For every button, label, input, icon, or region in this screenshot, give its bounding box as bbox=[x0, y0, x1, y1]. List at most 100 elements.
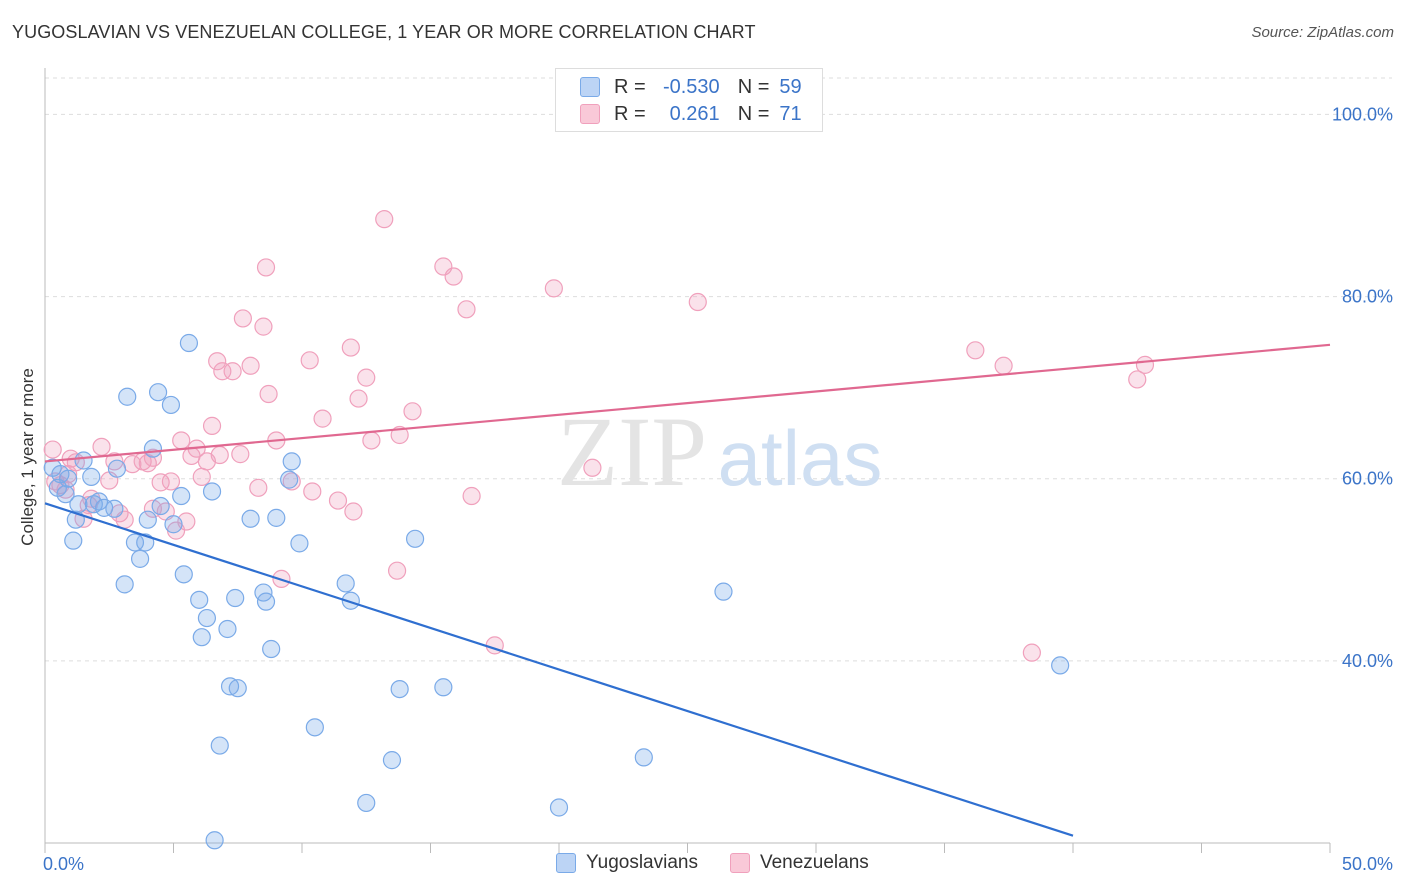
legend-label: Venezuelans bbox=[759, 852, 869, 873]
point-yugoslavians bbox=[305, 718, 324, 737]
watermark-zip: ZIP bbox=[557, 396, 707, 507]
point-venezuelans bbox=[143, 448, 163, 467]
point-yugoslavians bbox=[218, 619, 237, 639]
point-venezuelans bbox=[254, 317, 273, 336]
point-venezuelans bbox=[43, 440, 62, 459]
point-venezuelans bbox=[92, 437, 111, 456]
point-venezuelans bbox=[583, 458, 602, 477]
point-yugoslavians bbox=[390, 679, 409, 699]
point-venezuelans bbox=[233, 309, 252, 328]
point-venezuelans bbox=[259, 384, 278, 404]
point-yugoslavians bbox=[228, 679, 247, 698]
x-tick-label: 50.0% bbox=[1342, 854, 1393, 874]
point-yugoslavians bbox=[125, 533, 145, 552]
point-yugoslavians bbox=[267, 508, 286, 527]
y-tick-label: 40.0% bbox=[1342, 651, 1393, 671]
point-yugoslavians bbox=[197, 608, 217, 628]
n-label: N = bbox=[737, 75, 770, 98]
point-venezuelans bbox=[362, 431, 381, 450]
series-venezuelans bbox=[43, 210, 1155, 662]
point-yugoslavians bbox=[336, 574, 355, 593]
point-venezuelans bbox=[357, 368, 376, 387]
watermark: ZIP atlas bbox=[557, 396, 882, 507]
point-yugoslavians bbox=[190, 590, 209, 609]
point-venezuelans bbox=[192, 467, 211, 486]
yugoslavians-swatch bbox=[580, 77, 600, 97]
point-venezuelans bbox=[341, 338, 360, 357]
point-yugoslavians bbox=[262, 639, 281, 659]
point-venezuelans bbox=[241, 356, 260, 375]
point-venezuelans bbox=[249, 478, 268, 497]
r-label: R = bbox=[614, 102, 646, 125]
legend-item-yugoslavians[interactable]: Yugoslavians bbox=[556, 852, 698, 874]
point-venezuelans bbox=[210, 445, 229, 465]
point-yugoslavians bbox=[341, 591, 360, 610]
point-yugoslavians bbox=[434, 678, 453, 697]
point-yugoslavians bbox=[549, 798, 569, 817]
point-yugoslavians bbox=[130, 549, 150, 568]
n-value: 59 bbox=[779, 75, 802, 98]
point-yugoslavians bbox=[138, 510, 157, 529]
point-yugoslavians bbox=[151, 496, 170, 516]
point-venezuelans bbox=[105, 452, 124, 471]
series-legend: Yugoslavians Venezuelans bbox=[556, 852, 901, 874]
venezuelans-swatch bbox=[729, 853, 750, 873]
point-yugoslavians bbox=[256, 592, 276, 611]
correlation-legend: R = -0.530 N = 59 R = 0.261 N = 71 bbox=[555, 68, 823, 132]
series-yugoslavians bbox=[43, 333, 1070, 850]
point-venezuelans bbox=[344, 502, 363, 521]
point-yugoslavians bbox=[179, 333, 199, 353]
point-yugoslavians bbox=[105, 499, 124, 518]
point-venezuelans bbox=[256, 258, 276, 277]
point-yugoslavians bbox=[56, 485, 75, 504]
point-yugoslavians bbox=[172, 486, 191, 506]
point-yugoslavians bbox=[174, 565, 193, 584]
point-venezuelans bbox=[328, 491, 348, 510]
point-venezuelans bbox=[403, 402, 422, 421]
r-value: -0.530 bbox=[662, 75, 720, 98]
point-venezuelans bbox=[300, 351, 319, 370]
y-tick-label: 100.0% bbox=[1332, 104, 1393, 124]
point-yugoslavians bbox=[282, 452, 301, 471]
point-venezuelans bbox=[231, 445, 250, 464]
point-yugoslavians bbox=[64, 531, 83, 550]
trend-line-venezuelans bbox=[44, 343, 1331, 463]
point-venezuelans bbox=[544, 279, 563, 298]
point-venezuelans bbox=[390, 425, 409, 445]
point-venezuelans bbox=[172, 431, 191, 450]
point-yugoslavians bbox=[202, 482, 222, 501]
point-yugoslavians bbox=[226, 588, 245, 608]
point-yugoslavians bbox=[82, 467, 101, 486]
point-venezuelans bbox=[223, 362, 242, 381]
point-yugoslavians bbox=[405, 529, 425, 548]
point-venezuelans bbox=[1128, 370, 1147, 389]
point-venezuelans bbox=[349, 389, 368, 408]
x-tick-label: 0.0% bbox=[43, 854, 84, 874]
point-venezuelans bbox=[313, 409, 332, 428]
legend-item-venezuelans[interactable]: Venezuelans bbox=[729, 852, 869, 874]
legend-row-yugoslavians: R = -0.530 N = 59 bbox=[580, 75, 802, 99]
tick-labels: 40.0% 60.0% 80.0% 100.0% 0.0% 50.0% bbox=[43, 104, 1393, 874]
point-yugoslavians bbox=[148, 383, 168, 402]
point-yugoslavians bbox=[164, 515, 183, 534]
point-venezuelans bbox=[444, 267, 463, 286]
point-venezuelans bbox=[457, 300, 476, 319]
point-yugoslavians bbox=[192, 628, 211, 647]
point-yugoslavians bbox=[59, 469, 78, 488]
legend-label: Yugoslavians bbox=[586, 852, 698, 873]
point-yugoslavians bbox=[280, 470, 299, 489]
point-yugoslavians bbox=[1051, 656, 1070, 675]
point-yugoslavians bbox=[241, 509, 260, 528]
y-tick-label: 60.0% bbox=[1342, 469, 1393, 489]
point-yugoslavians bbox=[714, 582, 733, 601]
axes bbox=[44, 68, 1331, 853]
source-label: Source: ZipAtlas.com bbox=[1251, 24, 1394, 41]
point-yugoslavians bbox=[115, 575, 134, 594]
chart-title: YUGOSLAVIAN VS VENEZUELAN COLLEGE, 1 YEA… bbox=[12, 22, 756, 42]
point-venezuelans bbox=[213, 362, 232, 381]
point-venezuelans bbox=[282, 472, 301, 491]
point-venezuelans bbox=[688, 292, 707, 312]
point-venezuelans bbox=[387, 561, 407, 580]
point-yugoslavians bbox=[357, 793, 376, 813]
